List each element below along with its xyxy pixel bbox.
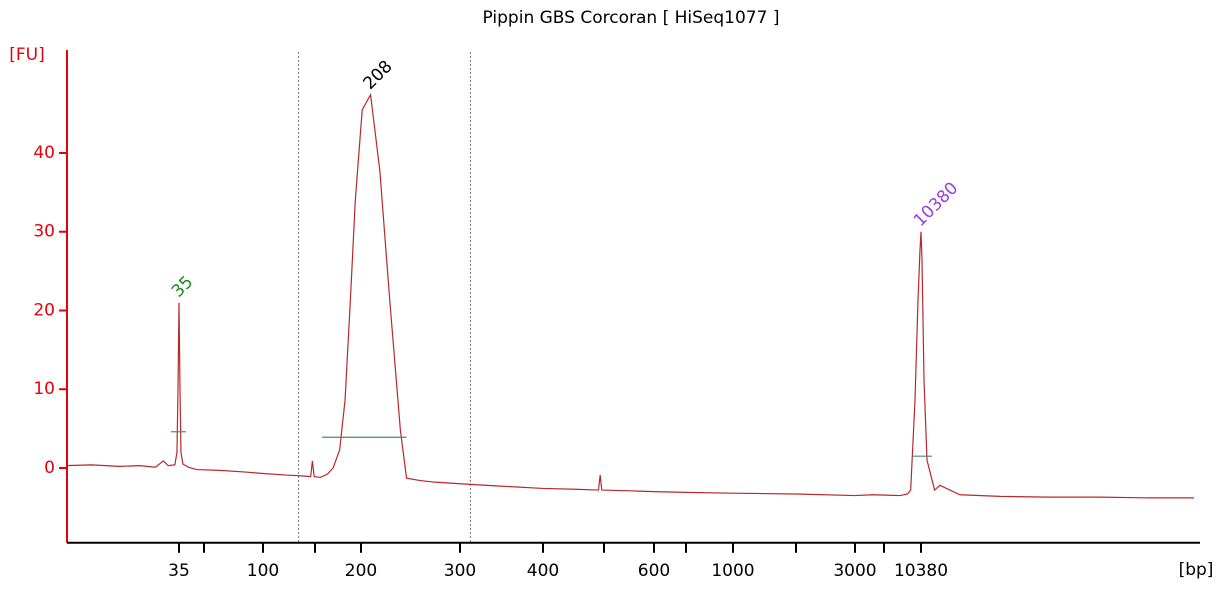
peak-label: 10380 [910, 178, 962, 230]
y-axis-label: [FU] [9, 45, 45, 65]
x-tick-label: 600 [638, 561, 670, 581]
x-tick-label: 3000 [833, 561, 876, 581]
y-tick-label: 40 [33, 143, 55, 163]
x-tick-label: 10380 [894, 561, 948, 581]
peak-label: 35 [168, 272, 197, 301]
x-tick-label: 300 [444, 561, 476, 581]
x-tick-label: 100 [247, 561, 279, 581]
x-tick-label: 35 [168, 561, 190, 581]
y-tick-label: 0 [44, 458, 55, 478]
x-tick-label: 200 [345, 561, 377, 581]
trace [66, 92, 1195, 499]
y-tick-label: 20 [33, 300, 55, 320]
x-tick-label: 400 [527, 561, 559, 581]
y-tick-label: 30 [33, 222, 55, 242]
y-tick-label: 10 [33, 379, 55, 399]
peak-label: 208 [360, 57, 397, 94]
x-axis-label: [bp] [1179, 560, 1214, 580]
x-tick-label: 1000 [711, 561, 754, 581]
chart-title: Pippin GBS Corcoran [ HiSeq1077 ] [483, 8, 780, 28]
